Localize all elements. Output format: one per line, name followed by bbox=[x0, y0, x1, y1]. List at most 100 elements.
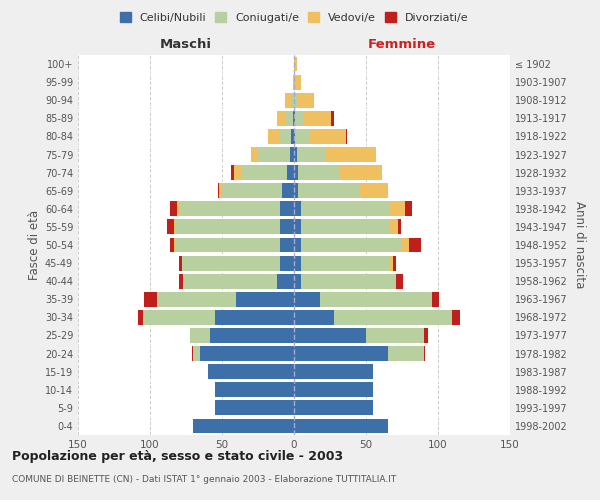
Bar bbox=[167, 220, 175, 234]
Bar bbox=[283, 184, 294, 198]
Bar bbox=[294, 328, 366, 343]
Bar bbox=[258, 147, 290, 162]
Bar bbox=[334, 310, 452, 325]
Bar bbox=[219, 184, 222, 198]
Bar bbox=[320, 292, 432, 306]
Bar bbox=[218, 184, 219, 198]
Bar bbox=[190, 328, 211, 343]
Bar bbox=[179, 202, 280, 216]
Bar bbox=[241, 165, 287, 180]
Bar bbox=[295, 129, 310, 144]
Bar bbox=[395, 274, 396, 288]
Bar bbox=[176, 238, 280, 252]
Bar bbox=[294, 400, 373, 415]
Bar bbox=[409, 238, 421, 252]
Bar bbox=[301, 256, 391, 270]
Bar bbox=[301, 220, 391, 234]
Bar bbox=[432, 292, 439, 306]
Bar bbox=[200, 346, 294, 361]
Bar bbox=[391, 202, 405, 216]
Bar bbox=[291, 129, 294, 144]
Bar bbox=[183, 274, 277, 288]
Bar bbox=[294, 111, 295, 126]
Bar bbox=[452, 310, 460, 325]
Bar bbox=[331, 111, 334, 126]
Bar bbox=[175, 220, 176, 234]
Bar bbox=[297, 93, 314, 108]
Bar bbox=[251, 147, 258, 162]
Bar bbox=[398, 220, 401, 234]
Text: Maschi: Maschi bbox=[160, 38, 212, 52]
Bar bbox=[391, 220, 398, 234]
Text: Femmine: Femmine bbox=[368, 38, 436, 52]
Bar bbox=[298, 184, 359, 198]
Y-axis label: Fasce di età: Fasce di età bbox=[28, 210, 41, 280]
Bar bbox=[286, 111, 293, 126]
Bar bbox=[294, 238, 301, 252]
Bar bbox=[310, 129, 346, 144]
Bar bbox=[290, 147, 294, 162]
Bar bbox=[394, 256, 396, 270]
Bar bbox=[424, 328, 428, 343]
Bar bbox=[236, 292, 294, 306]
Bar bbox=[157, 292, 236, 306]
Bar bbox=[346, 129, 347, 144]
Bar bbox=[294, 74, 301, 90]
Bar bbox=[176, 220, 280, 234]
Bar bbox=[178, 202, 179, 216]
Bar bbox=[280, 220, 294, 234]
Bar bbox=[294, 56, 297, 72]
Bar bbox=[291, 93, 294, 108]
Bar bbox=[294, 147, 297, 162]
Bar bbox=[179, 256, 182, 270]
Bar bbox=[293, 111, 294, 126]
Bar bbox=[192, 346, 193, 361]
Bar bbox=[294, 202, 301, 216]
Text: Popolazione per età, sesso e stato civile - 2003: Popolazione per età, sesso e stato civil… bbox=[12, 450, 343, 463]
Bar bbox=[402, 238, 409, 252]
Bar bbox=[277, 274, 294, 288]
Bar bbox=[277, 111, 286, 126]
Bar bbox=[302, 111, 331, 126]
Bar bbox=[294, 184, 298, 198]
Bar bbox=[280, 129, 291, 144]
Bar bbox=[294, 93, 297, 108]
Bar bbox=[139, 310, 143, 325]
Bar bbox=[294, 346, 388, 361]
Bar bbox=[294, 292, 320, 306]
Bar bbox=[338, 165, 382, 180]
Bar bbox=[286, 93, 291, 108]
Bar bbox=[233, 165, 241, 180]
Bar bbox=[424, 346, 425, 361]
Bar bbox=[388, 346, 424, 361]
Bar bbox=[396, 274, 403, 288]
Bar bbox=[215, 310, 294, 325]
Bar bbox=[293, 74, 294, 90]
Bar bbox=[294, 364, 373, 379]
Bar bbox=[222, 184, 283, 198]
Bar bbox=[144, 292, 157, 306]
Bar bbox=[301, 274, 395, 288]
Bar bbox=[391, 256, 394, 270]
Y-axis label: Anni di nascita: Anni di nascita bbox=[573, 202, 586, 288]
Bar bbox=[230, 165, 233, 180]
Bar bbox=[294, 310, 334, 325]
Bar bbox=[280, 238, 294, 252]
Bar bbox=[208, 364, 294, 379]
Bar bbox=[294, 129, 295, 144]
Bar bbox=[294, 256, 301, 270]
Bar bbox=[301, 238, 402, 252]
Bar bbox=[170, 238, 175, 252]
Bar bbox=[359, 184, 388, 198]
Bar bbox=[193, 418, 294, 434]
Bar bbox=[182, 256, 280, 270]
Bar bbox=[287, 165, 294, 180]
Bar bbox=[294, 165, 298, 180]
Bar bbox=[294, 220, 301, 234]
Bar bbox=[215, 400, 294, 415]
Bar bbox=[301, 202, 391, 216]
Bar bbox=[294, 382, 373, 397]
Bar bbox=[295, 111, 302, 126]
Bar bbox=[143, 310, 215, 325]
Bar bbox=[294, 418, 388, 434]
